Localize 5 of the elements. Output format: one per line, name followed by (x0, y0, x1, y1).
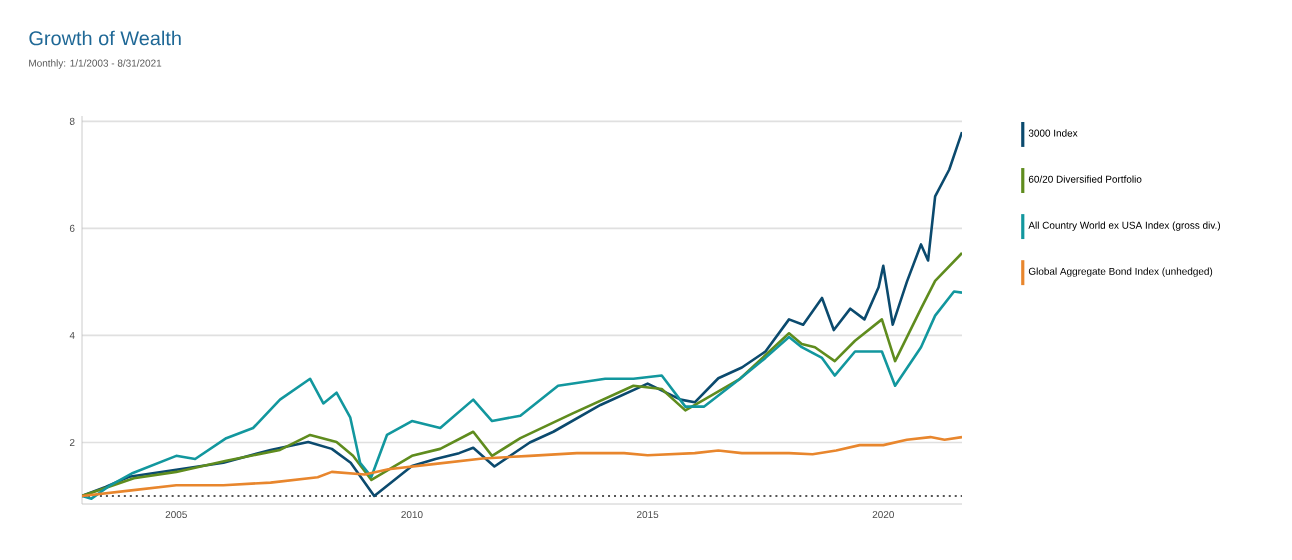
line-series (82, 290, 963, 500)
line-series (82, 130, 963, 498)
line-series (82, 435, 963, 498)
line-series (82, 251, 963, 498)
chart-title: Growth of Wealth (29, 30, 181, 46)
